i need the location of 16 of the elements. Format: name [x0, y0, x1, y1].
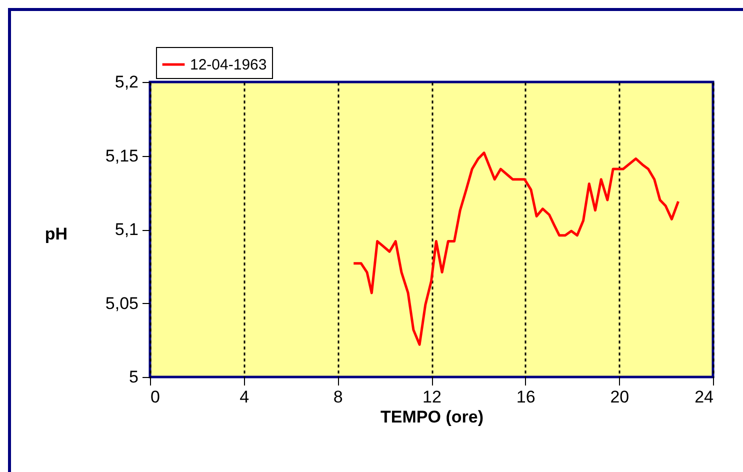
y-tick-label: 5,05 [105, 294, 138, 313]
y-tick-label: 5,15 [105, 146, 138, 166]
y-axis-title: pH [44, 224, 68, 244]
line-series [352, 152, 680, 346]
x-axis-title: TEMPO (ore) [380, 408, 484, 426]
x-tick-label: 20 [610, 388, 630, 406]
x-tick-label: 24 [694, 388, 714, 406]
legend-label: 12-04-1963 [190, 56, 267, 74]
x-tick-label: 8 [333, 388, 343, 406]
x-tick-label: 16 [516, 388, 536, 406]
y-tick-label: 5,2 [114, 72, 138, 92]
x-tick-label: 4 [240, 388, 250, 406]
x-tick-label: 0 [150, 388, 160, 406]
x-tick-label: 12 [422, 388, 442, 406]
y-tick-label: 5 [129, 368, 138, 386]
y-tick-label: 5,1 [114, 220, 138, 239]
